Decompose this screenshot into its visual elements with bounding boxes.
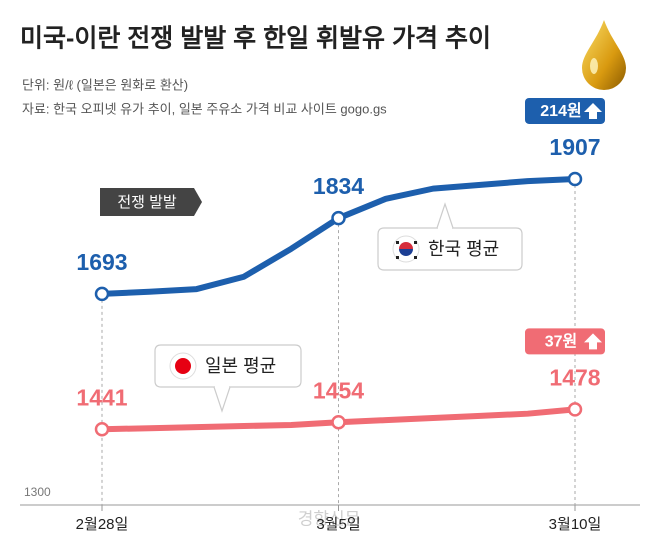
- event-label: 전쟁 발발: [100, 188, 202, 216]
- value-label: 1441: [76, 384, 127, 410]
- up-arrow: [584, 102, 602, 119]
- change-label: 214원: [540, 102, 581, 120]
- flag-trigram: [396, 241, 399, 244]
- value-label: 1907: [549, 134, 600, 160]
- source-note: 자료: 한국 오피넷 유가 추이, 일본 주유소 가격 비교 사이트 gogo.…: [22, 101, 387, 116]
- unit-note: 단위: 원/ℓ (일본은 원화로 환산): [22, 77, 188, 92]
- value-label: 1834: [313, 173, 364, 199]
- bubble-tail: [436, 202, 454, 229]
- event-text: 전쟁 발발: [117, 194, 177, 211]
- change-label: 37원: [545, 333, 578, 351]
- flag-japan: [175, 358, 191, 374]
- x-tick-label: 2월28일: [76, 516, 129, 533]
- value-label: 1478: [549, 364, 600, 390]
- legend-item: 한국 평균: [377, 202, 523, 271]
- legend-item: 일본 평균: [154, 344, 302, 413]
- x-tick-label: 3월10일: [549, 516, 602, 533]
- flag-trigram: [414, 241, 417, 244]
- point-marker: [331, 210, 346, 226]
- oil-drop-icon: [582, 20, 626, 90]
- point-marker: [567, 402, 583, 417]
- event-box: [100, 188, 202, 216]
- chart-title: 미국-이란 전쟁 발발 후 한일 휘발유 가격 추이: [20, 25, 491, 53]
- up-arrow: [584, 333, 602, 350]
- x-tick-label: 3월5일: [316, 516, 360, 533]
- flag-trigram: [414, 256, 417, 259]
- flag-red: [399, 242, 413, 249]
- watermark: 경향신문: [298, 509, 361, 528]
- flag-blue: [399, 249, 413, 256]
- change-badge: 214원: [525, 97, 605, 124]
- flag-trigram: [396, 256, 399, 259]
- legend-label: 일본 평균: [205, 356, 276, 376]
- y-tick-label: 1300: [24, 485, 51, 499]
- point-marker: [567, 171, 583, 187]
- value-label: 1693: [76, 249, 127, 275]
- point-marker: [94, 422, 110, 437]
- change-badge: 37원: [525, 328, 605, 355]
- bubble-tail: [213, 386, 231, 413]
- legend-bubble: [154, 344, 302, 388]
- value-label: 1454: [313, 377, 364, 403]
- badge-box: [525, 328, 605, 355]
- legend-label: 한국 평균: [428, 239, 499, 259]
- point-marker: [94, 286, 110, 302]
- badge-box: [525, 97, 605, 124]
- point-marker: [331, 415, 346, 430]
